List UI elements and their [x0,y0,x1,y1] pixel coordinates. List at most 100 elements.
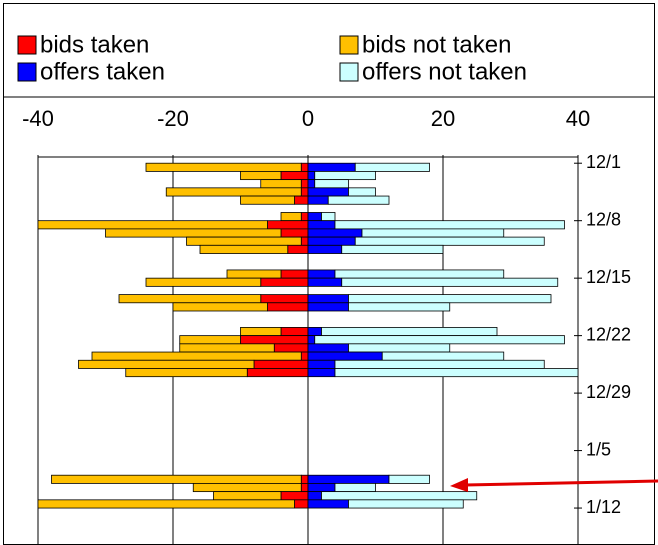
bar [348,294,552,304]
bar [307,327,322,337]
bar [354,162,430,172]
bar [179,335,241,345]
bar [226,269,282,279]
bar [321,491,478,501]
y-tick-label: 1/5 [586,439,611,459]
bar [327,195,390,205]
legend-label: offers taken [40,58,165,85]
bar [321,212,336,222]
bar [307,474,390,484]
bar [280,269,309,279]
bar [172,302,268,312]
bar [273,343,309,353]
bar [287,244,309,254]
bar [37,220,268,230]
bar [361,228,505,238]
bar [381,351,505,361]
bar [307,171,316,181]
bar [145,277,262,287]
bar [300,187,309,197]
bar [334,220,565,230]
y-tick-label: 12/29 [586,382,631,402]
bar [348,302,451,312]
bar [307,343,349,353]
bar [307,483,336,493]
bar [334,359,545,369]
legend-swatch [339,62,359,82]
bar [186,236,302,246]
bar [280,491,309,501]
bar [334,368,579,378]
bar [240,195,295,205]
bar [199,244,289,254]
x-tick-label: -40 [22,106,54,131]
bar [300,162,309,172]
bar [179,343,275,353]
bar [118,294,262,304]
bar [105,228,282,238]
bar [240,335,309,345]
bar [348,343,451,353]
bar [348,187,376,197]
y-tick-label: 12/15 [586,267,631,287]
bar [307,244,343,254]
legend-swatch [339,35,359,55]
x-tick-label: 20 [431,106,455,131]
bar [267,302,309,312]
bar [307,220,336,230]
bar [307,277,343,287]
bar [307,351,383,361]
bar [300,236,309,246]
bar [307,195,329,205]
legend-label: bids not taken [362,31,511,58]
bar [51,474,302,484]
y-tick-label: 12/22 [586,324,631,344]
bar [300,179,309,189]
bar [307,187,349,197]
bar [334,269,505,279]
bar [354,236,545,246]
bar [300,351,309,361]
x-tick-label: 40 [566,106,590,131]
bar [314,335,565,345]
bar [240,171,282,181]
annotation-arrow [450,478,658,492]
bar [294,499,309,509]
bar [307,236,356,246]
bar [145,162,302,172]
bar [280,327,309,337]
x-tick-label: -20 [157,106,189,131]
bar [307,335,316,345]
x-tick-label: 0 [302,106,314,131]
bar [307,162,356,172]
bar [341,277,559,287]
y-tick-label: 12/8 [586,209,621,229]
bar [300,483,309,493]
bar [321,327,498,337]
bar [267,220,309,230]
bar [307,499,349,509]
bar [91,351,302,361]
legend-label: offers not taken [362,58,527,85]
legend-label: bids taken [40,31,149,58]
bar [334,483,376,493]
bar [125,368,248,378]
bar [307,359,336,369]
bar [314,171,376,181]
bar [300,474,309,484]
bar [280,171,309,181]
bar [240,327,282,337]
bar [307,368,336,378]
bar [307,269,336,279]
bar [314,179,349,189]
y-tick-label: 12/1 [586,152,621,172]
bar [300,212,309,222]
plot-area [37,155,579,545]
bar [246,368,309,378]
legend-swatch [17,35,37,55]
bar [388,474,430,484]
bar [165,187,302,197]
bar [78,359,255,369]
bar [37,499,295,509]
bar [341,244,444,254]
